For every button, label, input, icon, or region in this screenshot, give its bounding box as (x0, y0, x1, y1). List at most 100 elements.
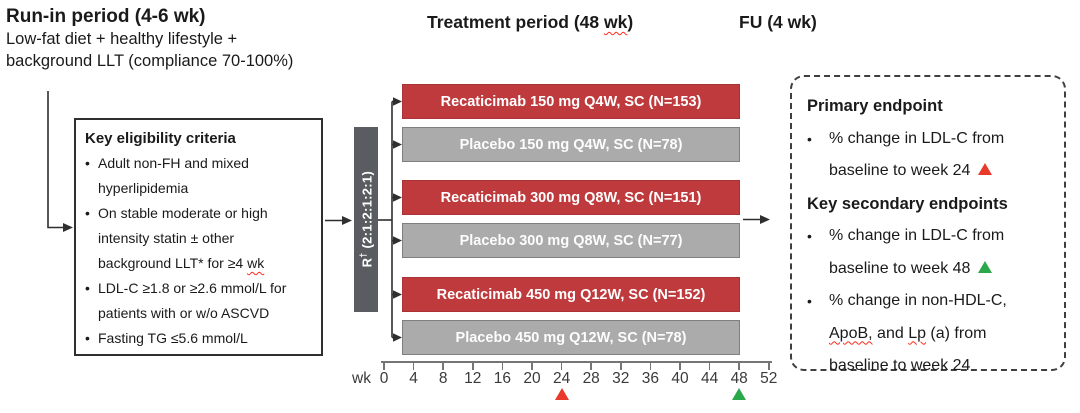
eligibility-bullet-1: • Adult non-FH and mixed hyperlipidemia (85, 151, 315, 201)
secondary-endpoint-item-2: • % change in non-HDL-C, ApoB, and Lp (a… (807, 285, 1056, 383)
secondary-endpoint-1-body: % change in LDL-C from baseline to week … (829, 227, 1005, 277)
axis-tick (768, 361, 770, 370)
arrowhead-icon (393, 140, 402, 149)
run-in-period-title: Run-in period (4-6 wk) (6, 6, 206, 27)
axis-tick (560, 361, 563, 370)
axis-week-label: 0 (379, 370, 389, 387)
bullet-icon: • (807, 130, 812, 147)
arm-placebo-300: Placebo 300 mg Q8W, SC (N=77) (402, 223, 740, 258)
randomization-bar: R† (2:1:2:1:2:1) (354, 127, 378, 312)
axis-tick (383, 361, 385, 370)
arm-label: Placebo 300 mg Q8W, SC (N=77) (459, 232, 683, 249)
axis-week-label: 52 (760, 370, 778, 387)
eligibility-bullet-3: • LDL-C ≥1.8 or ≥2.6 mmol/L for patients… (85, 276, 315, 326)
arm-recaticimab-450: Recaticimab 450 mg Q12W, SC (N=152) (402, 277, 740, 312)
axis-week-label: 28 (582, 370, 600, 387)
arm-recaticimab-150: Recaticimab 150 mg Q4W, SC (N=153) (402, 84, 740, 119)
axis-week-label: 44 (700, 370, 719, 387)
axis-tick (412, 361, 415, 370)
arrowhead-icon (393, 290, 402, 299)
arm-label: Placebo 450 mg Q12W, SC (N=78) (455, 329, 687, 346)
axis-week-label: 40 (671, 370, 689, 387)
endpoints-panel: Primary endpoint • % change in LDL-C fro… (790, 75, 1066, 374)
arm-placebo-150: Placebo 150 mg Q4W, SC (N=78) (402, 127, 740, 162)
bullet-icon: • (85, 155, 90, 171)
axis-week-label: 8 (438, 370, 448, 387)
arm-placebo-450: Placebo 450 mg Q12W, SC (N=78) (402, 320, 740, 355)
axis-tick (738, 361, 740, 370)
treatment-title-misspelled-wk: wk (604, 12, 628, 32)
primary-endpoint-text: % change in LDL-C from baseline to week … (829, 123, 1056, 188)
arm-recaticimab-300: Recaticimab 300 mg Q8W, SC (N=151) (402, 180, 740, 215)
axis-week-label: 36 (641, 370, 660, 387)
secondary-endpoint-2-body: and (872, 324, 909, 342)
primary-endpoint-week24-marker (554, 388, 569, 400)
arm-label: Recaticimab 300 mg Q8W, SC (N=151) (440, 189, 702, 206)
misspelled-apob: ApoB, (829, 324, 873, 342)
eligibility-bullet-2-body: On stable moderate or high intensity sta… (98, 205, 268, 271)
axis-week-label: 20 (523, 370, 541, 387)
axis-tick (708, 361, 711, 370)
secondary-endpoint-1-text: % change in LDL-C from baseline to week … (829, 220, 1056, 285)
eligibility-criteria-box: Key eligibility criteria • Adult non-FH … (74, 118, 323, 356)
bullet-icon: • (807, 293, 812, 309)
primary-endpoint-item: • % change in LDL-C from baseline to wee… (807, 123, 1056, 188)
axis-week-label: 4 (409, 370, 418, 387)
axis-tick (531, 361, 533, 370)
axis-unit-label: wk (352, 370, 371, 387)
run-in-description: Low-fat diet + healthy lifestyle + backg… (6, 30, 294, 70)
eligibility-bullet-4: • Fasting TG ≤5.6 mmol/L (85, 326, 315, 351)
primary-endpoint-body: % change in LDL-C from baseline to week … (829, 129, 1005, 180)
run-in-elbow-line (47, 91, 63, 229)
red-triangle-icon (977, 163, 992, 175)
axis-week-label: 24 (552, 370, 571, 387)
eligibility-bullet-4-text: Fasting TG ≤5.6 mmol/L (98, 330, 248, 346)
arrowhead-icon (393, 333, 402, 342)
bullet-icon: • (85, 205, 90, 221)
axis-week-label: 12 (464, 370, 482, 387)
axis-tick (442, 361, 444, 370)
eligibility-misspelled-wk: wk (247, 255, 265, 271)
arrowhead-icon (393, 193, 402, 202)
dagger-symbol: † (357, 252, 368, 259)
eligibility-bullet-2-text: On stable moderate or high intensity sta… (98, 201, 315, 276)
axis-tick (472, 361, 474, 370)
axis-tick (679, 361, 681, 370)
axis-tick (620, 361, 622, 370)
bullet-icon: • (807, 228, 812, 244)
arrowhead-icon (393, 97, 402, 106)
arrowhead-icon (63, 223, 73, 232)
axis-week-label: 32 (612, 370, 630, 387)
arrowhead-icon (393, 236, 402, 245)
axis-tick (649, 361, 652, 370)
secondary-endpoint-2-body: (a) from baseline to week 24 (829, 324, 987, 375)
primary-endpoint-title: Primary endpoint (807, 97, 943, 115)
arrowhead-icon (760, 215, 770, 224)
bullet-icon: • (85, 280, 90, 296)
eligibility-bullet-3-text: LDL-C ≥1.8 or ≥2.6 mmol/L for patients w… (98, 280, 287, 321)
follow-up-title: FU (4 wk) (739, 12, 817, 32)
randomization-label: R† (2:1:2:1:2:1) (358, 171, 374, 268)
eligibility-bullet-2: • On stable moderate or high intensity s… (85, 201, 315, 276)
bullet-icon: • (85, 330, 90, 346)
arm-label: Recaticimab 150 mg Q4W, SC (N=153) (440, 93, 702, 110)
arm-label: Placebo 150 mg Q4W, SC (N=78) (459, 136, 683, 153)
axis-tick (590, 361, 592, 370)
axis-line (381, 361, 772, 363)
treatment-title-text: Treatment period (48 (427, 12, 604, 32)
randomization-r: R (359, 258, 375, 268)
treatment-period-title: Treatment period (48 wk) (427, 12, 633, 33)
secondary-endpoint-week48-marker (732, 388, 747, 400)
axis-week-label: 16 (493, 370, 512, 387)
secondary-endpoints-title: Key secondary endpoints (807, 194, 1008, 213)
axis-week-label: 48 (730, 370, 748, 387)
secondary-endpoint-2-body: % change in non-HDL-C, (829, 292, 1007, 309)
eligibility-bullet-1-text: Adult non-FH and mixed hyperlipidemia (98, 155, 249, 196)
arm-label: Recaticimab 450 mg Q12W, SC (N=152) (436, 286, 706, 303)
randomization-ratio: (2:1:2:1:2:1) (359, 171, 375, 253)
arrowhead-icon (342, 216, 352, 225)
axis-tick (501, 361, 504, 370)
green-triangle-icon (977, 260, 992, 273)
secondary-endpoint-item-1: • % change in LDL-C from baseline to wee… (807, 220, 1056, 285)
